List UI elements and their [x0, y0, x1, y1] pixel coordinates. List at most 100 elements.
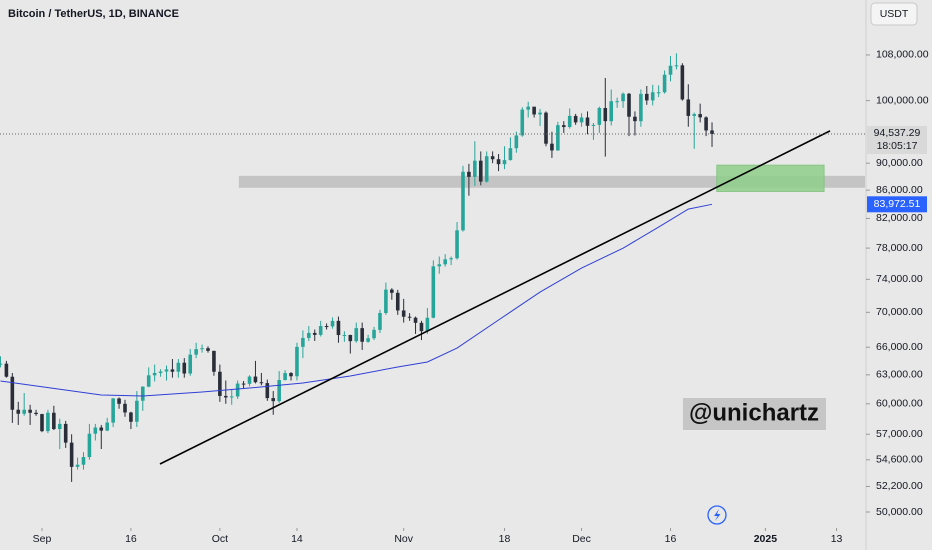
candle-body	[597, 107, 602, 125]
candle-body	[461, 171, 465, 231]
candle-body	[253, 376, 258, 383]
y-tick-label: 82,000.00	[876, 212, 923, 224]
candle-body	[182, 362, 187, 374]
candle-body	[123, 403, 127, 413]
y-tick-label: 100,000.00	[876, 94, 929, 106]
candle-body	[22, 409, 26, 414]
candle-body	[419, 322, 424, 332]
candle-body	[704, 117, 708, 131]
y-tick-label: 108,000.00	[876, 49, 929, 61]
x-tick-label: 13	[831, 533, 843, 545]
candle-body	[158, 371, 163, 373]
candle-body	[544, 112, 548, 144]
candle-body	[401, 310, 406, 317]
candle-body	[235, 383, 240, 397]
candle-body	[223, 395, 228, 398]
y-tick-label: 86,000.00	[876, 184, 923, 196]
candle-body	[656, 92, 661, 94]
currency-label[interactable]: USDT	[880, 8, 909, 20]
candle-body	[372, 329, 376, 339]
candle-body	[324, 326, 329, 328]
candle-body	[621, 93, 625, 102]
candle-body	[69, 442, 74, 467]
candle-body	[455, 230, 459, 259]
candle-body	[366, 338, 370, 342]
candle-body	[99, 427, 104, 431]
candle-body	[390, 289, 394, 293]
candle-body	[218, 371, 222, 396]
candle-body	[692, 114, 697, 116]
candle-body	[330, 320, 335, 327]
replay-icon[interactable]	[707, 505, 727, 525]
candle-body	[532, 106, 536, 115]
y-tick-label: 54,600.00	[876, 454, 923, 466]
candle-body	[508, 148, 513, 161]
candle-body	[573, 115, 578, 123]
candle-body	[146, 375, 151, 387]
x-tick-label: Dec	[572, 533, 591, 545]
ma-value-label: 83,972.51	[874, 198, 921, 210]
candle-body	[10, 376, 15, 410]
candle-body	[561, 125, 566, 128]
candle-body	[164, 369, 169, 372]
currency-button[interactable]	[870, 2, 918, 26]
candle-body	[188, 354, 193, 374]
candle-body	[259, 382, 264, 384]
candle-body	[378, 312, 382, 330]
candle-body	[484, 156, 489, 182]
y-tick-label: 66,000.00	[876, 341, 923, 353]
x-tick-label: 2025	[754, 533, 778, 545]
trendline	[159, 130, 831, 465]
candle-body	[140, 386, 145, 401]
candle-body	[668, 65, 673, 75]
candle-body	[200, 348, 204, 350]
candle-body	[129, 412, 133, 422]
x-tick-label: 16	[665, 533, 677, 545]
candle-body	[336, 320, 341, 336]
chart-title: Bitcoin / TetherUS, 1D, BINANCE	[8, 8, 179, 20]
candle-body	[16, 409, 21, 414]
candle-body	[312, 332, 317, 335]
candle-body	[437, 264, 442, 267]
candle-body	[615, 101, 619, 103]
candle-body	[674, 65, 679, 67]
candle-body	[443, 259, 447, 265]
x-tick-label: 18	[499, 533, 511, 545]
candle-body	[579, 117, 584, 123]
last-price-box	[867, 125, 927, 154]
candle-body	[698, 114, 702, 118]
candle-body	[502, 160, 507, 165]
candle-body	[81, 457, 86, 465]
candle-body	[212, 350, 216, 372]
candle-body	[360, 328, 364, 342]
candle-body	[75, 464, 80, 467]
replay-icon-bolt[interactable]	[714, 509, 721, 521]
moving-average	[0, 203, 713, 397]
candle-body	[431, 266, 436, 318]
candle-body	[686, 99, 691, 116]
candle-body	[478, 160, 483, 182]
ma-value-box	[867, 196, 927, 213]
candle-body	[609, 101, 614, 122]
candle-body	[4, 363, 9, 377]
candle-body	[591, 124, 596, 126]
candle-body	[407, 316, 412, 318]
candle-body	[526, 106, 531, 110]
candle-body	[194, 349, 198, 355]
candle-body	[449, 258, 453, 260]
candle-body	[87, 433, 92, 458]
watermark: @unichartz	[689, 399, 819, 426]
countdown: 18:05:17	[877, 140, 918, 152]
candle-body	[307, 332, 311, 338]
candle-body	[247, 376, 252, 384]
candle-body	[662, 74, 667, 93]
candle-body	[627, 93, 631, 117]
candle-body	[176, 362, 181, 372]
candle-body	[467, 171, 471, 177]
candle-body	[644, 93, 649, 101]
x-tick-label: Nov	[394, 533, 413, 545]
candle-body	[585, 117, 590, 126]
candle-body	[241, 383, 246, 385]
candle-body	[680, 65, 685, 100]
